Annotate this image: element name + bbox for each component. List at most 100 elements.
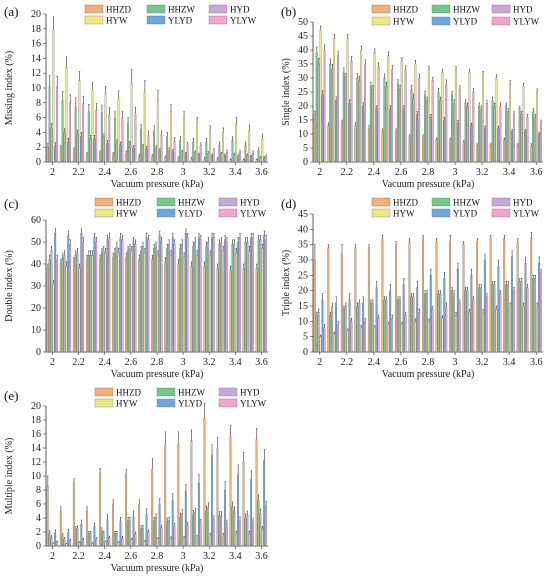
y-tick-label: 5 [303, 143, 308, 154]
error-bar [200, 142, 202, 146]
error-bar [453, 99, 455, 104]
error-bar [131, 246, 133, 251]
error-bar [174, 137, 176, 142]
y-tick-label: 35 [298, 240, 308, 251]
error-bar [430, 114, 432, 118]
bar-hyd [50, 127, 53, 163]
legend-swatch-ylyw [491, 208, 511, 218]
error-bar [509, 302, 511, 306]
bar-hyd [385, 86, 388, 163]
error-bar [226, 149, 228, 153]
legend-label-hhzw: HHZW [168, 5, 195, 15]
x-tick-label: 2.2 [341, 167, 354, 178]
error-bar [337, 321, 339, 325]
error-bar [472, 88, 475, 92]
error-bar [470, 123, 473, 126]
error-bar [216, 263, 219, 269]
y-axis-title: Triple index (%) [281, 250, 292, 316]
legend-label-hhzd: HHZD [116, 198, 141, 208]
error-bar [105, 540, 107, 542]
bar-hhzw [451, 290, 453, 353]
error-bar [168, 239, 170, 245]
y-tick-label: 0 [36, 347, 41, 358]
error-bar [424, 90, 426, 95]
error-bar [490, 235, 492, 239]
error-bar [106, 514, 109, 520]
bar-hyd [520, 281, 523, 353]
bar-ylyd [132, 241, 135, 353]
bar-hyd [63, 255, 66, 353]
error-bar [370, 299, 372, 303]
error-bar [218, 239, 221, 245]
bar-ylyd [80, 135, 83, 163]
error-bar [530, 143, 533, 146]
bar-hhzw [166, 136, 169, 163]
bar-ylyd [250, 479, 252, 547]
bar-ylyw [238, 237, 241, 353]
panel-label: (b) [281, 4, 296, 19]
legend-swatch-hyw [371, 16, 391, 26]
bar-hyw [235, 123, 238, 163]
bar-hhzw [491, 284, 494, 353]
bar-hhzd [151, 259, 154, 353]
bar-hyw [196, 122, 198, 163]
error-bar [125, 252, 127, 258]
error-bar [482, 309, 484, 313]
bar-hhzd [367, 247, 370, 353]
error-bar [78, 541, 81, 543]
x-tick-label: 2.8 [151, 167, 164, 178]
error-bar [65, 542, 68, 544]
error-bar [463, 241, 465, 245]
y-tick-label: 40 [31, 259, 41, 270]
bar-ylyd [93, 526, 96, 547]
bar-ylyw [56, 86, 58, 163]
bar-ylyd [402, 108, 405, 163]
bar-hhzd [85, 510, 88, 547]
error-bar [237, 154, 239, 157]
bar-hhzw [100, 112, 103, 163]
error-bar [211, 232, 213, 238]
error-bar [205, 241, 208, 247]
bar-ylyw [391, 69, 394, 163]
bar-ylyw [364, 321, 366, 353]
bar-hhzw [244, 144, 247, 163]
bar-ylyd [538, 262, 540, 353]
error-bar [399, 84, 401, 90]
error-bar [368, 125, 370, 129]
bar-hyd [259, 512, 262, 547]
error-bar [414, 60, 417, 64]
y-tick-label: 30 [298, 255, 308, 266]
error-bar [441, 68, 444, 73]
bar-hyw [509, 83, 511, 163]
bar-hyw [414, 321, 417, 353]
error-bar [50, 246, 53, 251]
bar-ylyd [80, 524, 83, 547]
bar-hhzw [205, 510, 208, 547]
error-bar [151, 458, 153, 469]
error-bar [368, 244, 370, 248]
bar-hhzd [422, 238, 424, 353]
error-bar [505, 281, 507, 285]
y-tick-label: 18 [31, 24, 41, 35]
error-bar [430, 268, 432, 276]
bar-ylyd [158, 150, 161, 163]
bar-hhzd [449, 241, 452, 353]
bar-hhzd [46, 486, 49, 547]
bar-ylyd [132, 147, 135, 163]
error-bar [335, 296, 337, 303]
legend-swatch-hhzw [431, 197, 451, 207]
bar-hyw [209, 130, 211, 163]
error-bar [265, 500, 267, 507]
error-bar [378, 62, 380, 67]
bar-hhzw [423, 293, 426, 353]
error-bar [230, 158, 232, 160]
error-bar [320, 334, 322, 337]
bar-ylyw [485, 296, 488, 353]
error-bar [146, 508, 148, 515]
error-bar [99, 150, 101, 154]
bar-hhzd [99, 152, 101, 163]
bar-hhzd [435, 139, 438, 163]
error-bar [88, 250, 90, 256]
error-bar [497, 259, 500, 267]
bar-hyw [454, 69, 457, 163]
